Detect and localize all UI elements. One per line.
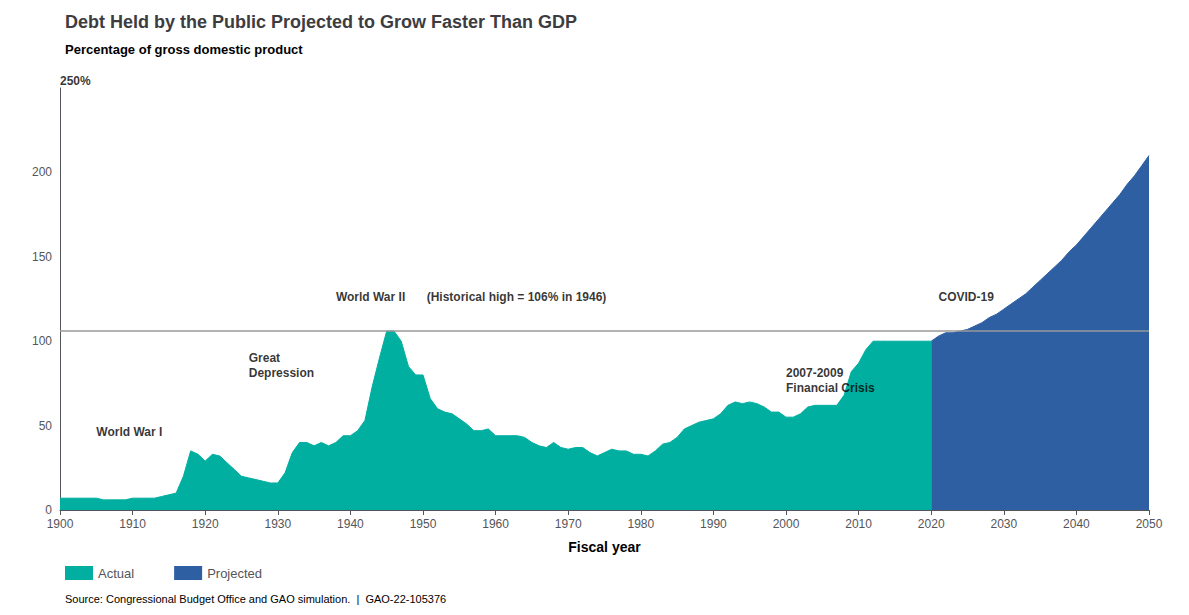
svg-text:Depression: Depression xyxy=(249,366,314,380)
svg-text:150: 150 xyxy=(32,250,52,264)
svg-text:1910: 1910 xyxy=(119,517,146,531)
svg-text:1970: 1970 xyxy=(555,517,582,531)
svg-text:1930: 1930 xyxy=(264,517,291,531)
svg-text:Source: Congressional Budget O: Source: Congressional Budget Office and … xyxy=(65,593,446,605)
svg-text:2010: 2010 xyxy=(845,517,872,531)
svg-text:250%: 250% xyxy=(60,74,91,88)
svg-text:Percentage of gross domestic p: Percentage of gross domestic product xyxy=(65,42,303,57)
svg-text:Financial Crisis: Financial Crisis xyxy=(786,381,875,395)
svg-text:World War I: World War I xyxy=(96,425,162,439)
svg-text:1980: 1980 xyxy=(627,517,654,531)
svg-text:0: 0 xyxy=(45,503,52,517)
svg-text:1990: 1990 xyxy=(700,517,727,531)
svg-text:1960: 1960 xyxy=(482,517,509,531)
svg-text:Actual: Actual xyxy=(98,566,134,581)
svg-text:2040: 2040 xyxy=(1063,517,1090,531)
svg-text:50: 50 xyxy=(39,419,53,433)
svg-text:1920: 1920 xyxy=(192,517,219,531)
svg-text:2020: 2020 xyxy=(918,517,945,531)
svg-text:Debt Held by the Public Projec: Debt Held by the Public Projected to Gro… xyxy=(65,12,577,32)
svg-text:1950: 1950 xyxy=(410,517,437,531)
svg-text:Projected: Projected xyxy=(207,566,262,581)
svg-text:World War II: World War II xyxy=(336,290,405,304)
svg-text:(Historical high = 106% in 194: (Historical high = 106% in 1946) xyxy=(427,290,607,304)
svg-text:2007-2009: 2007-2009 xyxy=(786,366,844,380)
svg-text:2030: 2030 xyxy=(990,517,1017,531)
svg-text:1940: 1940 xyxy=(337,517,364,531)
svg-text:Fiscal year: Fiscal year xyxy=(568,539,641,555)
svg-text:Great: Great xyxy=(249,351,280,365)
svg-text:200: 200 xyxy=(32,165,52,179)
svg-text:2050: 2050 xyxy=(1136,517,1163,531)
svg-text:100: 100 xyxy=(32,334,52,348)
svg-text:2000: 2000 xyxy=(773,517,800,531)
svg-text:1900: 1900 xyxy=(47,517,74,531)
svg-text:COVID-19: COVID-19 xyxy=(938,290,994,304)
